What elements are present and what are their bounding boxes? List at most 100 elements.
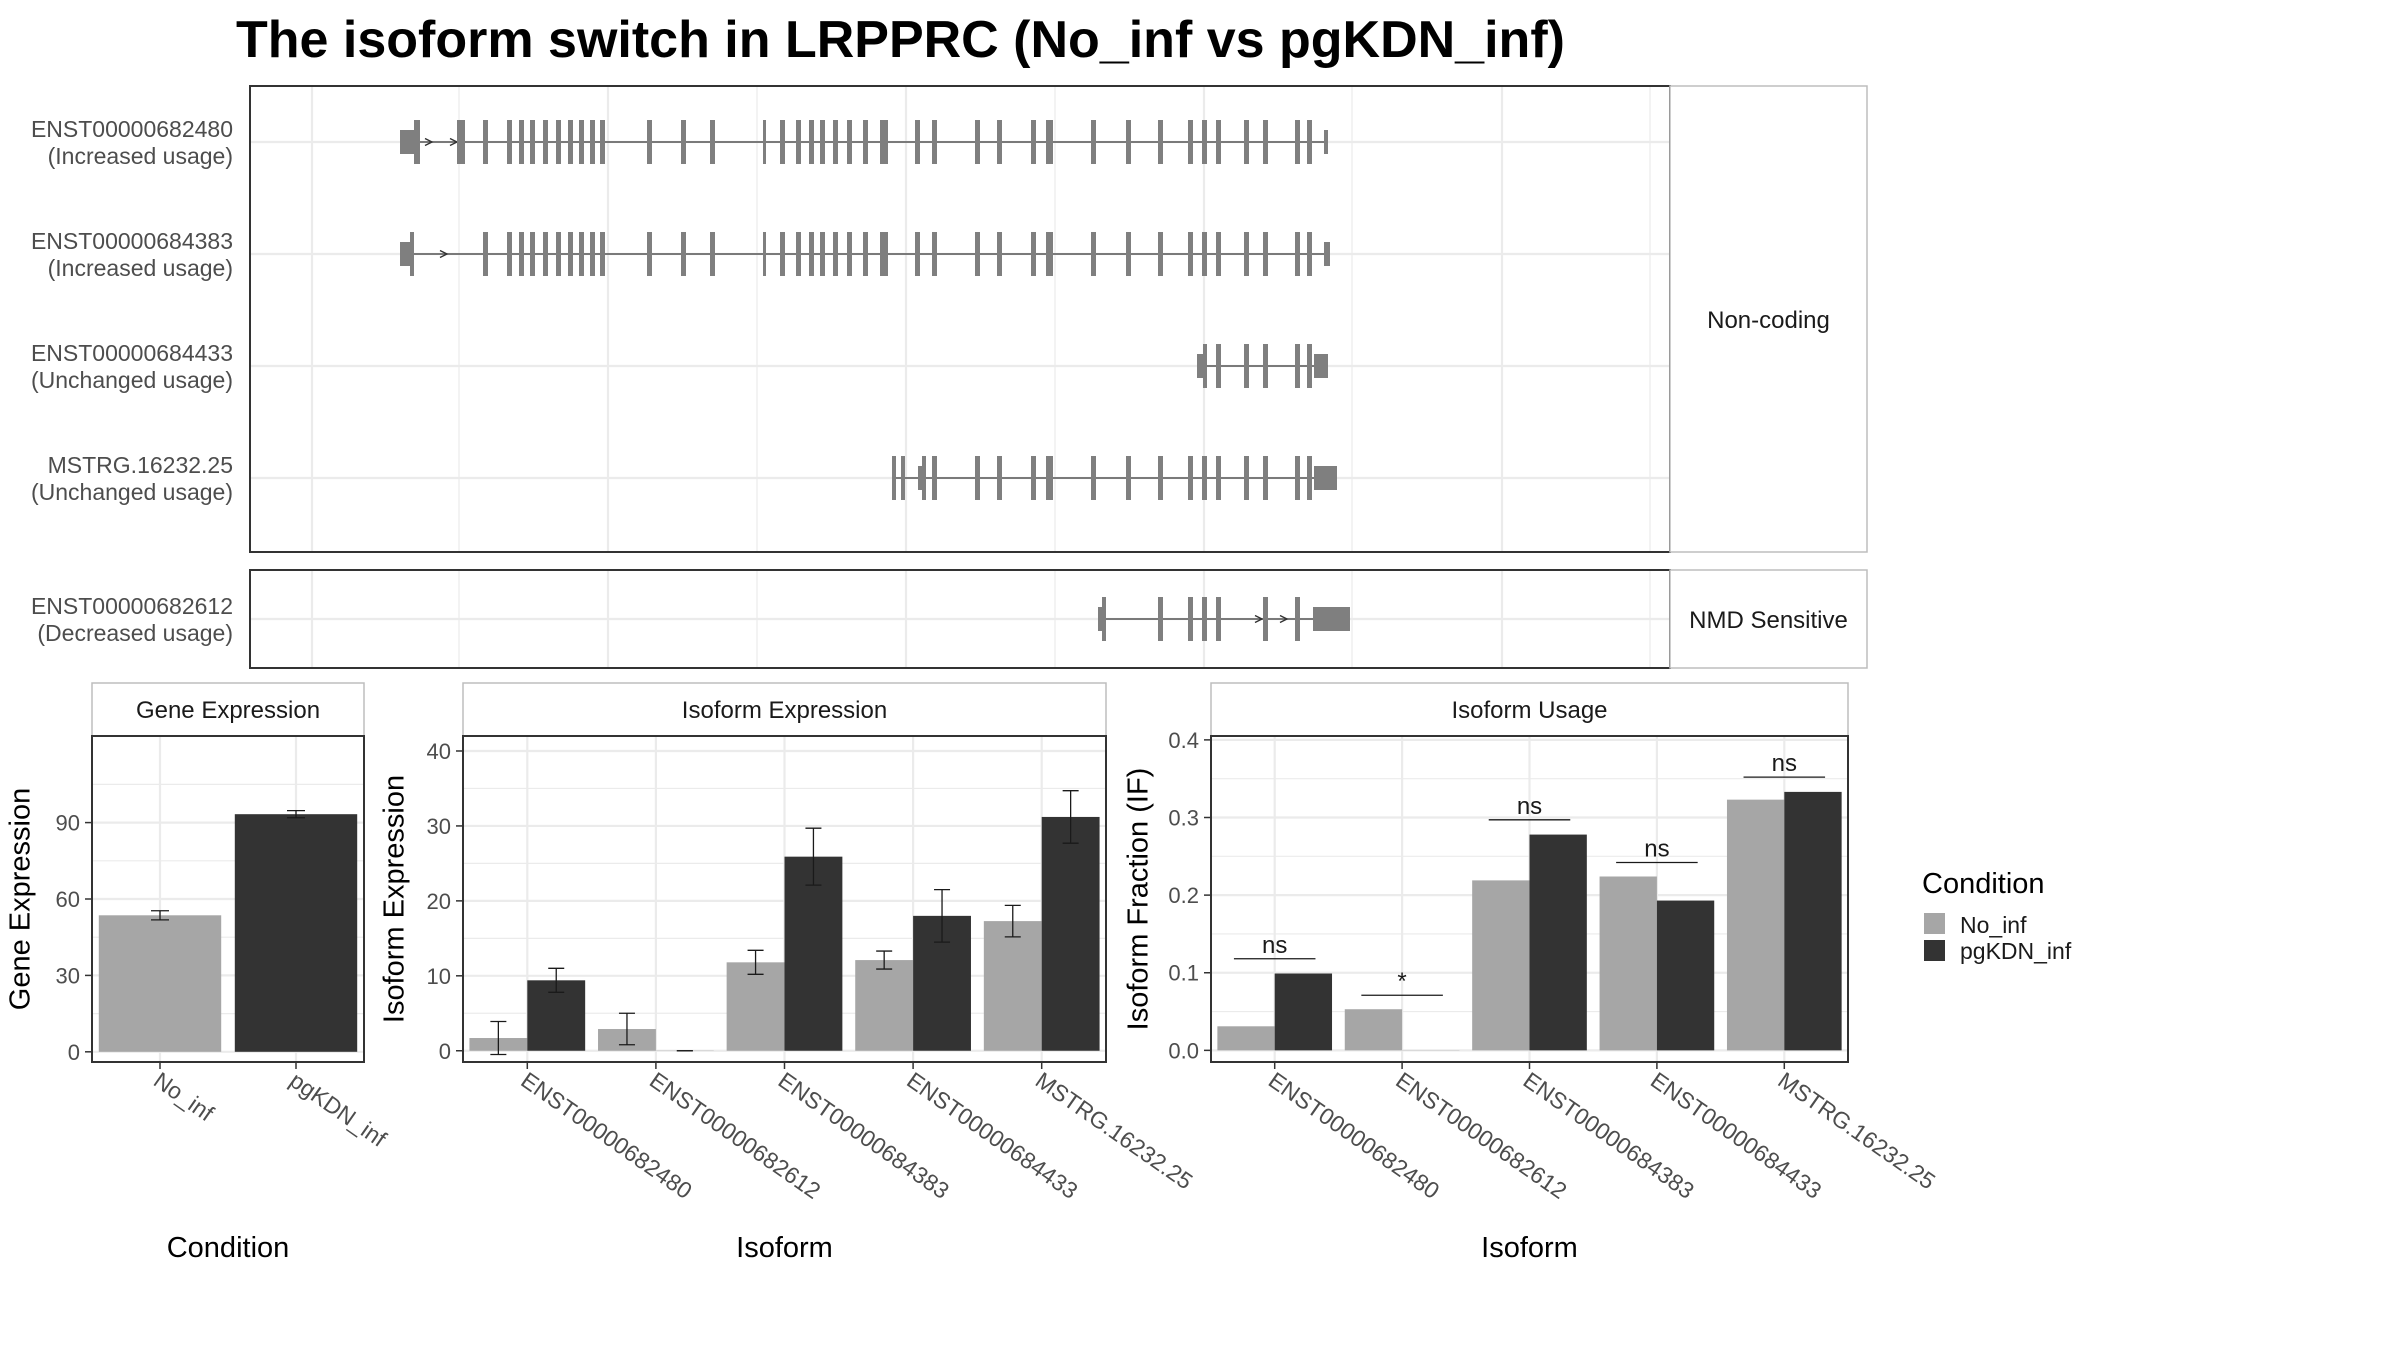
figure-title: The isoform switch in LRPPRC (No_inf vs … <box>236 11 1565 69</box>
utr-exon <box>1314 354 1328 378</box>
bar-mstrg-16232-25-pgkdn-inf <box>1042 817 1100 1051</box>
utr-exon <box>1098 607 1102 631</box>
coding-exon <box>600 120 605 164</box>
coding-exon <box>543 120 548 164</box>
x-axis-title: Isoform <box>736 1232 833 1264</box>
coding-exon <box>1031 232 1036 276</box>
coding-exon <box>892 456 896 500</box>
coding-exon <box>1216 120 1221 164</box>
coding-exon <box>1307 344 1312 388</box>
coding-exon <box>1158 120 1163 164</box>
facet-strip-label-non-coding: Non-coding <box>1707 307 1830 334</box>
chart-title: Gene Expression <box>136 697 320 724</box>
coding-exon <box>1102 597 1106 641</box>
coding-exon <box>647 120 652 164</box>
coding-exon <box>1263 232 1268 276</box>
bar-enst00000682612-no-inf <box>1345 1009 1402 1050</box>
coding-exon <box>590 120 595 164</box>
coding-exon <box>1263 120 1268 164</box>
coding-exon <box>543 232 548 276</box>
coding-exon <box>530 232 535 276</box>
coding-exon <box>763 232 766 276</box>
x-axis-title: Isoform <box>1481 1232 1578 1264</box>
coding-exon <box>975 232 980 276</box>
coding-exon <box>579 232 584 276</box>
coding-exon <box>1091 120 1096 164</box>
y-tick-label: 0.2 <box>1168 883 1199 908</box>
chart-isoform-usage: Isoform Usage0.00.10.20.30.4ns*nsnsnsENS… <box>1123 683 1941 1264</box>
coding-exon <box>1244 120 1249 164</box>
coding-exon <box>530 120 535 164</box>
coding-exon <box>519 120 524 164</box>
y-axis-title: Gene Expression <box>5 788 37 1010</box>
isoform-usage-label: (Increased usage) <box>48 255 233 281</box>
y-tick-label: 0.3 <box>1168 806 1199 831</box>
coding-exon <box>1244 344 1249 388</box>
y-tick-label: 90 <box>56 811 80 836</box>
coding-exon <box>1126 232 1131 276</box>
utr-exon <box>1313 607 1350 631</box>
coding-exon <box>880 232 888 276</box>
x-axis-title: Condition <box>167 1232 290 1264</box>
coding-exon <box>1216 232 1221 276</box>
coding-exon <box>922 456 926 500</box>
coding-exon <box>780 120 785 164</box>
coding-exon <box>1188 120 1193 164</box>
bar-mstrg-16232-25-no-inf <box>984 921 1042 1051</box>
chart-title: Isoform Usage <box>1451 697 1607 724</box>
coding-exon <box>568 120 573 164</box>
facet-strip-label-nmd-sensitive: NMD Sensitive <box>1689 607 1848 634</box>
coding-exon <box>880 120 888 164</box>
isoform-usage-label: (Decreased usage) <box>37 620 233 646</box>
coding-exon <box>863 120 868 164</box>
x-tick-label-pgkdn-inf: pgKDN_inf <box>285 1067 392 1152</box>
y-tick-label: 0 <box>68 1040 80 1065</box>
coding-exon <box>1158 456 1163 500</box>
coding-exon <box>579 120 584 164</box>
chart-isoform-expression: Isoform Expression010203040ENST000006824… <box>379 683 1198 1264</box>
coding-exon <box>519 232 524 276</box>
coding-exon <box>1158 232 1163 276</box>
significance-label: ns <box>1644 836 1669 863</box>
y-tick-label: 20 <box>427 889 451 914</box>
coding-exon <box>457 120 465 164</box>
legend-label-no-inf: No_inf <box>1960 912 2027 938</box>
coding-exon <box>1091 232 1096 276</box>
coding-exon <box>1046 456 1053 500</box>
bar-pgkdn-inf <box>235 814 357 1052</box>
coding-exon <box>796 120 801 164</box>
coding-exon <box>600 232 605 276</box>
coding-exon <box>809 232 814 276</box>
coding-exon <box>1263 456 1268 500</box>
y-tick-label: 0 <box>439 1039 451 1064</box>
coding-exon <box>1031 456 1036 500</box>
utr-exon <box>918 466 922 490</box>
coding-exon <box>1307 120 1312 164</box>
coding-exon <box>1046 120 1053 164</box>
coding-exon <box>1202 597 1207 641</box>
coding-exon <box>932 120 937 164</box>
coding-exon <box>483 232 488 276</box>
isoform-label-enst00000684433: ENST00000684433 <box>31 340 233 366</box>
coding-exon <box>590 232 595 276</box>
coding-exon <box>681 120 686 164</box>
significance-label: ns <box>1262 932 1287 959</box>
coding-exon <box>901 456 905 500</box>
significance-label: ns <box>1517 793 1542 820</box>
coding-exon <box>1188 597 1193 641</box>
coding-exon <box>1216 456 1221 500</box>
coding-exon <box>997 120 1002 164</box>
coding-exon <box>796 232 801 276</box>
y-tick-label: 30 <box>427 814 451 839</box>
coding-exon <box>833 232 838 276</box>
bar-mstrg-16232-25-no-inf <box>1727 800 1784 1051</box>
bar-enst00000684383-no-inf <box>727 962 785 1050</box>
bar-mstrg-16232-25-pgkdn-inf <box>1784 792 1841 1050</box>
coding-exon <box>1203 344 1207 388</box>
y-tick-label: 0.4 <box>1168 728 1199 753</box>
coding-exon <box>507 232 512 276</box>
coding-exon <box>997 456 1002 500</box>
coding-exon <box>681 232 686 276</box>
coding-exon <box>568 232 573 276</box>
